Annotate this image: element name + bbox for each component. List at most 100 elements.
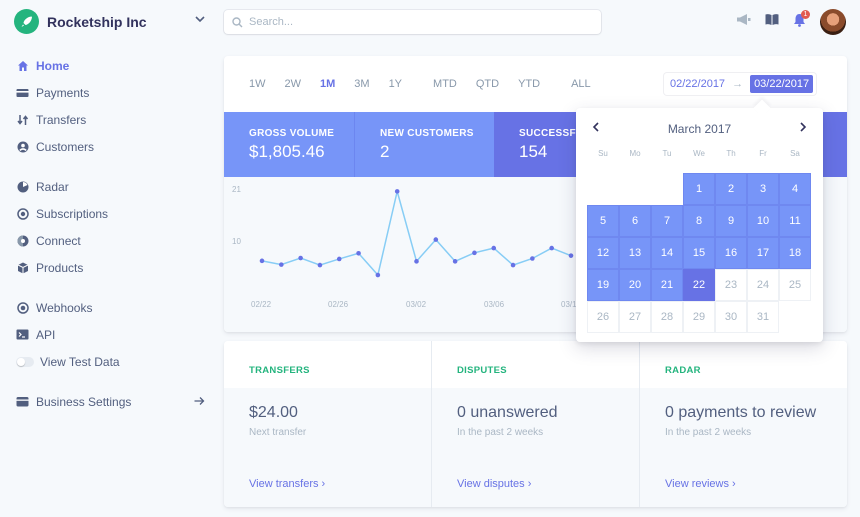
sidebar-item-products[interactable]: Products xyxy=(0,254,215,281)
bell-icon[interactable]: 1 xyxy=(793,9,810,32)
calendar-day[interactable]: 7 xyxy=(651,205,683,237)
calendar-day[interactable]: 1 xyxy=(683,173,715,205)
calendar-day[interactable]: 21 xyxy=(651,269,683,301)
range-all[interactable]: ALL xyxy=(571,78,591,90)
calendar-day[interactable]: 28 xyxy=(651,301,683,333)
calendar-day[interactable]: 11 xyxy=(779,205,811,237)
data-point[interactable] xyxy=(452,259,458,264)
calendar-day[interactable]: 24 xyxy=(747,269,779,301)
data-point[interactable] xyxy=(279,262,284,267)
data-point[interactable] xyxy=(549,245,554,251)
calendar-day[interactable]: 23 xyxy=(715,269,747,301)
data-point[interactable] xyxy=(356,250,361,256)
range-1y[interactable]: 1Y xyxy=(388,78,403,90)
sidebar-item-label: Webhooks xyxy=(36,300,93,315)
data-point[interactable] xyxy=(568,253,574,258)
sidebar-item-customers[interactable]: Customers xyxy=(0,133,215,160)
view-reviews-link[interactable]: View reviews › xyxy=(665,478,736,490)
calendar-day[interactable]: 18 xyxy=(779,237,811,269)
sidebar: Home Payments Transfers Customers Radar … xyxy=(0,52,215,415)
data-point[interactable] xyxy=(491,245,497,251)
calendar-day[interactable]: 15 xyxy=(683,237,715,269)
calendar-day[interactable]: 29 xyxy=(683,301,715,333)
start-date[interactable]: 02/22/2017 xyxy=(670,78,726,90)
rocket-logo-icon xyxy=(14,9,39,34)
data-point[interactable] xyxy=(298,255,303,261)
chevron-right-icon[interactable] xyxy=(795,119,811,135)
data-point[interactable] xyxy=(510,262,516,268)
sidebar-item-radar[interactable]: Radar xyxy=(0,173,215,200)
data-point[interactable] xyxy=(317,262,323,268)
calendar-day[interactable]: 6 xyxy=(619,205,651,237)
webhooks-icon xyxy=(16,301,29,314)
calendar-day[interactable]: 14 xyxy=(651,237,683,269)
account-switcher[interactable]: Rocketship Inc xyxy=(14,9,147,34)
range-3m[interactable]: 3M xyxy=(354,78,370,90)
range-1w[interactable]: 1W xyxy=(249,78,266,90)
sidebar-item-transfers[interactable]: Transfers xyxy=(0,106,215,133)
search-bar[interactable] xyxy=(224,10,601,34)
data-point[interactable] xyxy=(530,256,535,261)
radar-icon xyxy=(16,180,29,193)
radar-subtitle: In the past 2 weeks xyxy=(665,427,752,438)
calendar-day[interactable]: 2 xyxy=(715,173,747,205)
calendar-day[interactable]: 30 xyxy=(715,301,747,333)
metric-new-customers[interactable]: NEW CUSTOMERS 2 xyxy=(354,112,494,177)
calendar-day[interactable]: 16 xyxy=(715,237,747,269)
view-disputes-link[interactable]: View disputes › xyxy=(457,478,532,490)
range-qtd[interactable]: QTD xyxy=(475,78,500,90)
calendar-day[interactable]: 31 xyxy=(747,301,779,333)
end-date[interactable]: 03/22/2017 xyxy=(750,75,814,93)
calendar-day[interactable]: 22 xyxy=(683,269,715,301)
sidebar-item-payments[interactable]: Payments xyxy=(0,79,215,106)
test-data-toggle[interactable] xyxy=(16,356,34,367)
calendar-day[interactable]: 17 xyxy=(747,237,779,269)
chevron-left-icon[interactable] xyxy=(588,119,604,135)
data-point[interactable] xyxy=(375,272,381,278)
calendar-day[interactable]: 13 xyxy=(619,237,651,269)
calendar-day[interactable]: 3 xyxy=(747,173,779,205)
transfers-subtitle: Next transfer xyxy=(249,427,307,438)
chevron-down-icon[interactable] xyxy=(195,16,205,23)
data-point[interactable] xyxy=(394,189,400,194)
subscriptions-icon xyxy=(16,207,29,220)
data-point[interactable] xyxy=(433,237,439,242)
sidebar-item-view-test-data[interactable]: View Test Data xyxy=(0,348,215,375)
metric-gross-volume[interactable]: GROSS VOLUME $1,805.46 xyxy=(224,112,354,177)
data-point[interactable] xyxy=(472,250,477,256)
range-2w[interactable]: 2W xyxy=(284,78,302,90)
date-range-picker[interactable]: 02/22/2017 → 03/22/2017 xyxy=(664,73,817,95)
notification-badge: 1 xyxy=(801,9,810,19)
user-avatar[interactable] xyxy=(820,9,846,35)
data-point[interactable] xyxy=(336,256,342,262)
sidebar-item-label: API xyxy=(36,327,56,342)
sidebar-item-webhooks[interactable]: Webhooks xyxy=(0,294,215,321)
calendar-day[interactable]: 19 xyxy=(587,269,619,301)
sidebar-item-subscriptions[interactable]: Subscriptions xyxy=(0,200,215,227)
calendar-day[interactable]: 27 xyxy=(619,301,651,333)
megaphone-icon[interactable] xyxy=(736,13,751,31)
sidebar-item-connect[interactable]: Connect xyxy=(0,227,215,254)
view-transfers-link[interactable]: View transfers › xyxy=(249,478,326,490)
weekday-label: Su xyxy=(598,149,608,158)
calendar-day[interactable]: 5 xyxy=(587,205,619,237)
range-1m[interactable]: 1M xyxy=(320,78,336,90)
calendar-day[interactable]: 9 xyxy=(715,205,747,237)
range-mtd[interactable]: MTD xyxy=(433,78,457,90)
calendar-day[interactable]: 8 xyxy=(683,205,715,237)
sidebar-item-home[interactable]: Home xyxy=(0,52,215,79)
book-icon[interactable] xyxy=(765,13,779,31)
sidebar-item-business-settings[interactable]: Business Settings xyxy=(0,388,215,415)
range-ytd[interactable]: YTD xyxy=(518,78,541,90)
data-point[interactable] xyxy=(259,258,265,264)
calendar-day[interactable]: 20 xyxy=(619,269,651,301)
calendar-day[interactable]: 10 xyxy=(747,205,779,237)
calendar-day[interactable]: 26 xyxy=(587,301,619,333)
search-input[interactable] xyxy=(249,16,569,28)
sidebar-item-api[interactable]: API xyxy=(0,321,215,348)
calendar-day[interactable]: 25 xyxy=(779,269,811,301)
calendar-day[interactable]: 4 xyxy=(779,173,811,205)
calendar-day[interactable]: 12 xyxy=(587,237,619,269)
data-point[interactable] xyxy=(414,259,419,264)
